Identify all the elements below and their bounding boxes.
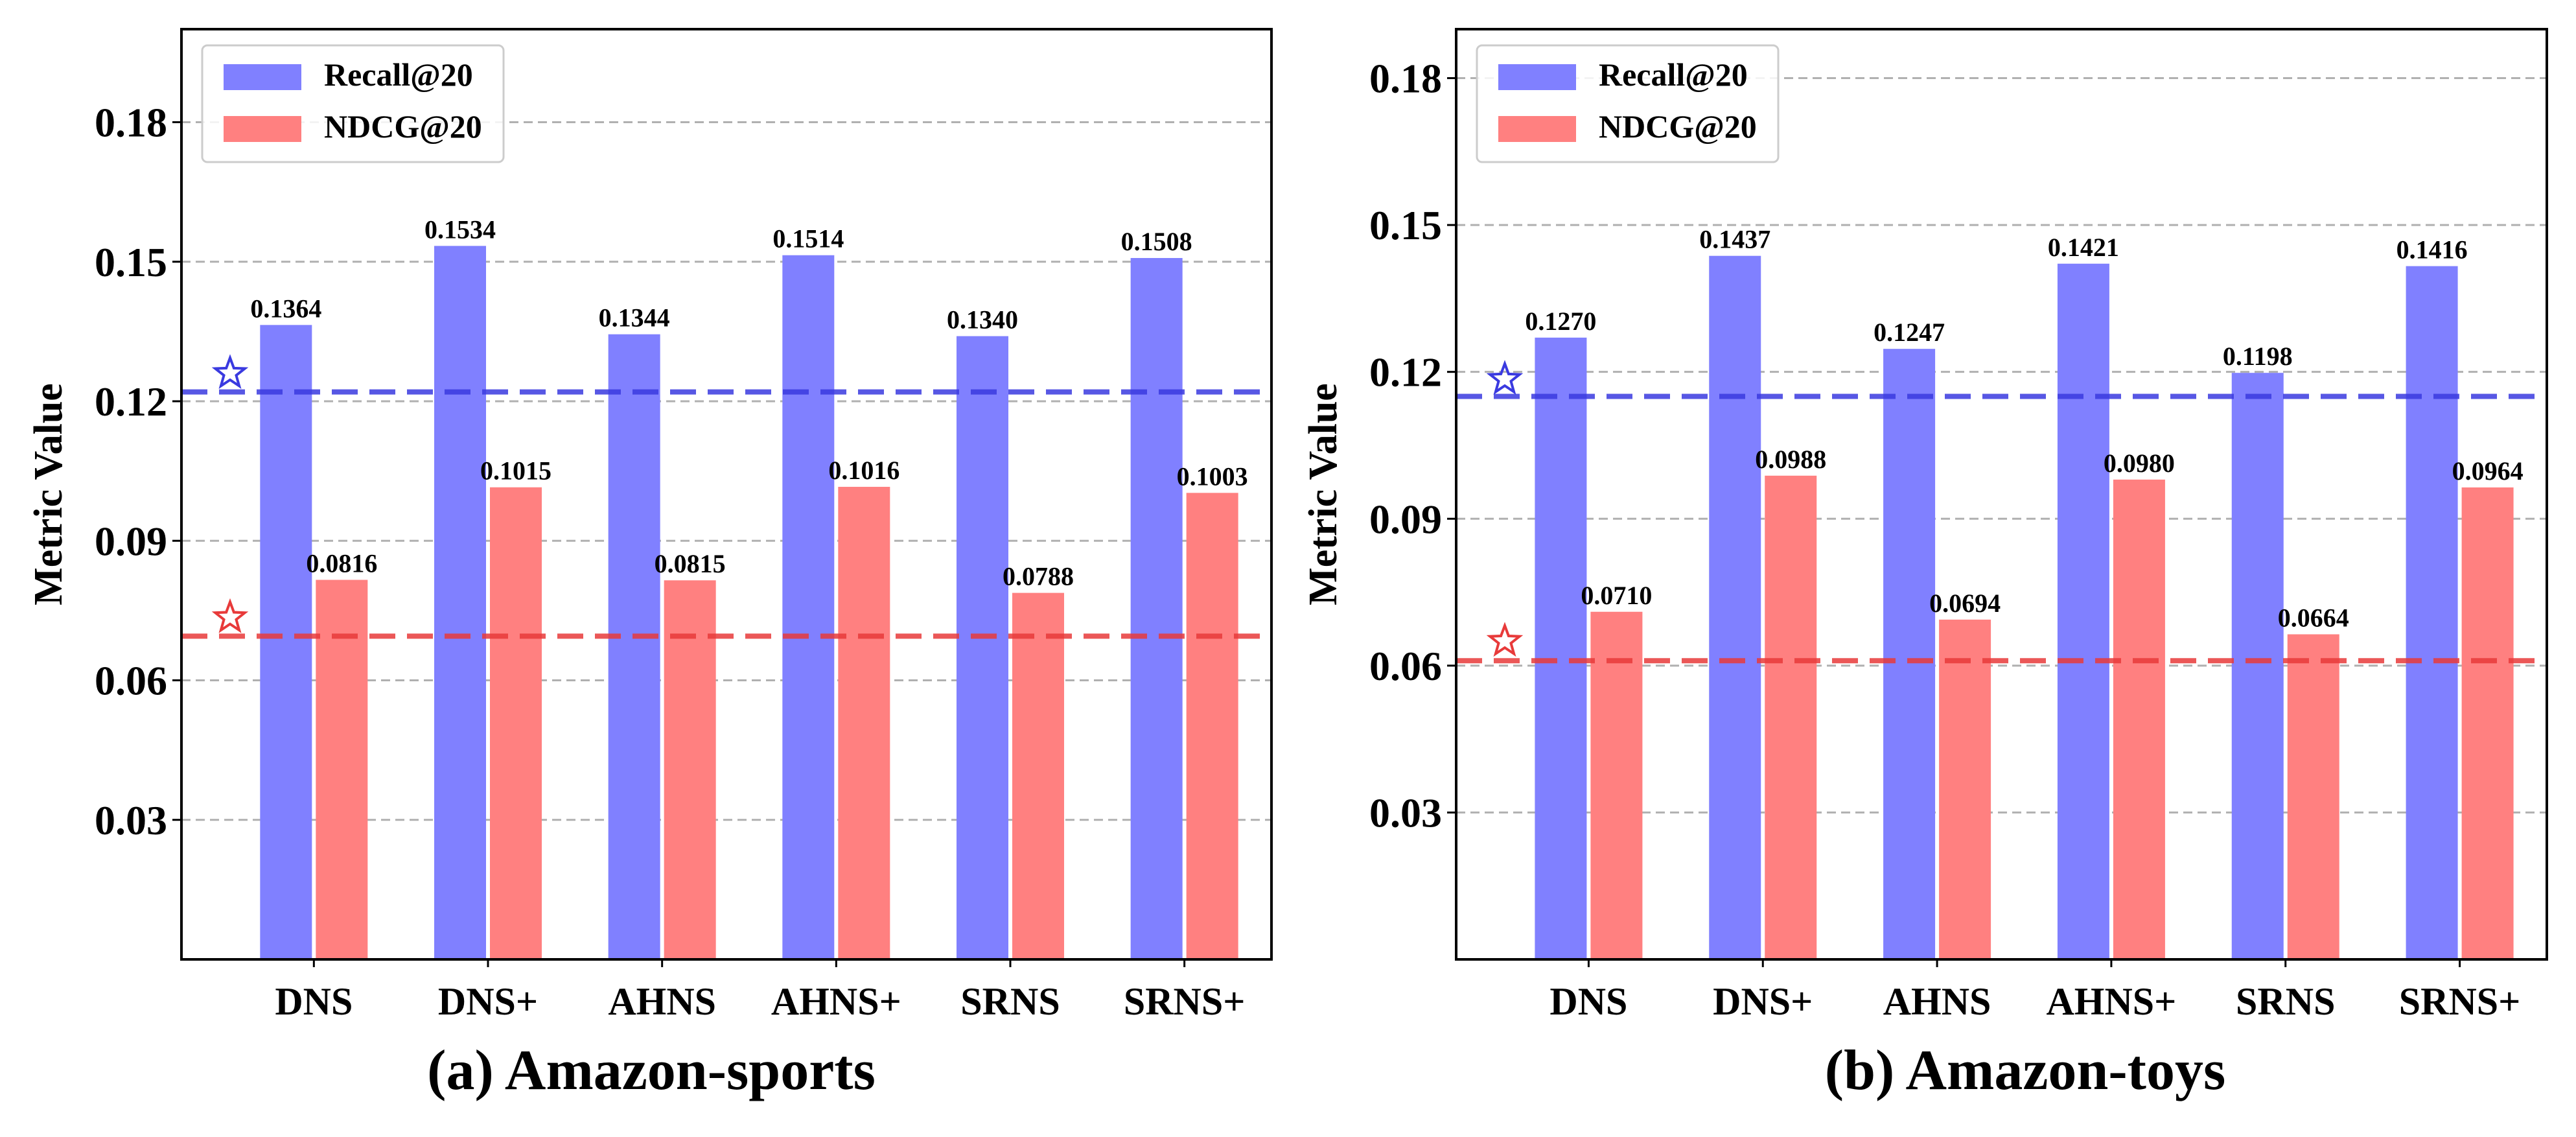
y-tick-label: 0.09: [95, 518, 167, 564]
legend-label: Recall@20: [1599, 56, 1748, 93]
y-tick-label: 0.09: [1369, 496, 1442, 542]
chart-panel-1: 0.1364 0.0816 DNS 0.1534 0.1015 DNS+ 0.1344 0.0…: [27, 28, 1273, 1102]
bar-ndcg-srns: [2287, 634, 2339, 959]
bar-recall-srns: [957, 336, 1008, 959]
bar-ndcg-ahns-plus: [838, 487, 890, 959]
legend-swatch: [224, 64, 301, 90]
bar-value-label: 0.0988: [1755, 445, 1826, 474]
x-tick-label: DNS+: [1713, 980, 1813, 1023]
y-axis-title: Metric Value: [27, 383, 71, 605]
bar-recall-dns-plus: [434, 246, 486, 960]
star-marker: [1486, 622, 1524, 657]
bar-value-label: 0.1003: [1177, 462, 1248, 491]
x-tick-label: AHNS: [608, 980, 716, 1023]
star-marker: [1486, 360, 1524, 395]
bar-ndcg-dns: [316, 580, 368, 959]
bar-value-label: 0.0710: [1581, 581, 1652, 610]
bar-value-label: 0.1340: [947, 305, 1018, 334]
bar-recall-srns-plus: [2406, 266, 2458, 959]
x-tick-label: AHNS+: [2046, 980, 2176, 1023]
x-tick-label: DNS+: [438, 980, 538, 1023]
legend-swatch: [1498, 64, 1576, 90]
y-axis-title: Metric Value: [1301, 383, 1345, 605]
bar-value-label: 0.1270: [1525, 307, 1596, 336]
bar-recall-srns: [2231, 373, 2284, 959]
bar-recall-ahns: [608, 334, 660, 959]
bar-ndcg-ahns: [1939, 619, 1991, 959]
legend-swatch: [224, 116, 301, 142]
legend-label: NDCG@20: [324, 108, 482, 145]
bar-value-label: 0.1015: [480, 456, 551, 486]
x-tick-label: SRNS: [2236, 980, 2335, 1023]
legend-label: Recall@20: [324, 56, 473, 93]
y-tick-label: 0.06: [95, 658, 167, 704]
bar-recall-srns-plus: [1130, 258, 1183, 959]
bar-value-label: 0.1364: [250, 294, 321, 323]
legend: Recall@20 NDCG@20: [201, 44, 505, 163]
bar-recall-ahns-plus: [782, 255, 835, 960]
legend: Recall@20 NDCG@20: [1476, 44, 1780, 163]
y-tick-label: 0.18: [1369, 56, 1442, 102]
bar-ndcg-srns: [1012, 592, 1064, 959]
bar-value-label: 0.1247: [1874, 318, 1945, 347]
y-tick-label: 0.15: [95, 239, 167, 285]
bar-value-label: 0.1198: [2223, 342, 2293, 371]
bar-ndcg-ahns-plus: [2113, 479, 2165, 959]
bar-ndcg-dns-plus: [490, 487, 542, 959]
chart-panel-2: 0.1270 0.0710 DNS 0.1437 0.0988 DNS+ 0.1247 0.0…: [1301, 28, 2548, 1102]
bar-recall-dns: [1535, 337, 1587, 959]
bar-value-label: 0.1534: [424, 215, 496, 244]
bar-value-label: 0.1514: [772, 224, 844, 253]
x-tick-label: DNS: [275, 980, 353, 1023]
bar-recall-dns-plus: [1709, 255, 1761, 960]
legend-swatch: [1498, 116, 1576, 142]
y-tick-label: 0.12: [95, 379, 167, 425]
bar-value-label: 0.1344: [599, 303, 670, 333]
bar-value-label: 0.1416: [2396, 235, 2468, 264]
bar-value-label: 0.0788: [1003, 562, 1074, 591]
bar-ndcg-dns: [1590, 611, 1643, 959]
x-tick-label: AHNS+: [771, 980, 901, 1023]
plot-frame: [1455, 28, 2548, 961]
bar-value-label: 0.1421: [2048, 233, 2119, 262]
bar-ndcg-ahns: [664, 580, 716, 959]
bar-value-label: 0.0664: [2278, 604, 2349, 633]
bar-value-label: 0.0815: [655, 549, 726, 578]
panel-title: (a) Amazon-sports: [427, 1039, 876, 1102]
bar-ndcg-dns-plus: [1765, 475, 1817, 959]
y-tick-label: 0.15: [1369, 202, 1442, 248]
bar-recall-ahns-plus: [2057, 263, 2109, 960]
panel-title: (b) Amazon-toys: [1825, 1039, 2225, 1102]
bar-value-label: 0.1437: [1699, 225, 1770, 254]
x-tick-label: SRNS: [960, 980, 1060, 1023]
bar-recall-ahns: [1883, 349, 1936, 959]
bar-value-label: 0.0694: [1929, 589, 2001, 618]
x-tick-label: SRNS+: [2399, 980, 2521, 1023]
bar-value-label: 0.0964: [2452, 456, 2524, 486]
bar-ndcg-srns-plus: [2461, 487, 2514, 959]
star-marker: [211, 354, 249, 390]
y-tick-label: 0.18: [95, 100, 167, 146]
bar-ndcg-srns-plus: [1186, 493, 1238, 959]
bar-value-label: 0.1016: [828, 456, 899, 485]
plot-frame: [180, 28, 1273, 961]
legend-label: NDCG@20: [1599, 108, 1757, 145]
y-tick-label: 0.03: [95, 797, 167, 843]
y-tick-label: 0.12: [1369, 349, 1442, 395]
bar-value-label: 0.0980: [2104, 449, 2175, 478]
bar-recall-dns: [260, 325, 312, 960]
y-tick-label: 0.06: [1369, 643, 1442, 689]
bar-value-label: 0.1508: [1121, 227, 1192, 256]
star-marker: [211, 598, 249, 633]
x-tick-label: DNS: [1549, 980, 1627, 1023]
x-tick-label: AHNS: [1883, 980, 1991, 1023]
y-tick-label: 0.03: [1369, 790, 1442, 836]
bar-value-label: 0.0816: [306, 549, 377, 578]
x-tick-label: SRNS+: [1124, 980, 1246, 1023]
